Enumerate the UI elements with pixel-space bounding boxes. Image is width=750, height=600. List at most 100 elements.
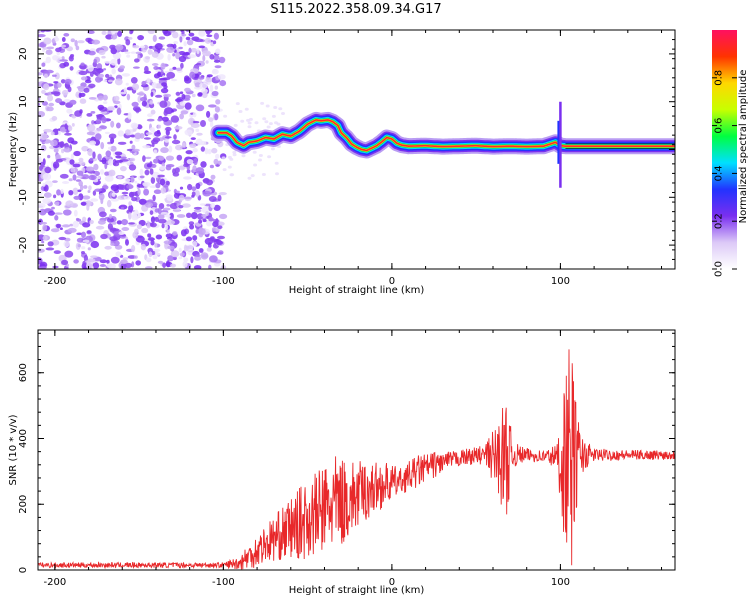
noise-blob — [111, 68, 116, 75]
spectrogram-xlabel: Height of straight line (km) — [289, 285, 425, 296]
noise-blob — [219, 213, 228, 220]
noise-blob — [120, 156, 127, 160]
noise-blob — [40, 30, 45, 33]
noise-blob — [88, 97, 97, 100]
spectrogram-x-tick-label: -100 — [212, 276, 235, 287]
noise-blob — [215, 48, 221, 55]
noise-blob — [177, 165, 186, 170]
noise-blob — [198, 228, 206, 235]
noise-blob — [215, 218, 219, 226]
noise-blob — [202, 219, 207, 223]
noise-blob — [247, 176, 252, 180]
snr-ylabel: SNR (10 * v/v) — [8, 414, 19, 485]
noise-blob — [274, 161, 279, 165]
noise-blob — [205, 77, 213, 83]
noise-blob — [175, 51, 181, 60]
noise-blob — [109, 236, 118, 242]
noise-blob — [139, 168, 144, 176]
noise-blob — [195, 228, 200, 234]
noise-blob — [190, 137, 196, 141]
spectrogram-noise — [38, 30, 285, 269]
noise-blob — [101, 30, 107, 35]
noise-blob — [150, 109, 156, 115]
noise-blob — [153, 73, 161, 79]
noise-blob — [99, 259, 108, 264]
noise-blob — [63, 33, 70, 37]
noise-blob — [179, 252, 185, 257]
noise-blob — [175, 91, 181, 96]
noise-blob — [106, 199, 112, 208]
noise-blob — [159, 178, 166, 186]
noise-blob — [97, 104, 105, 111]
noise-blob — [192, 241, 198, 247]
noise-blob — [125, 239, 129, 246]
noise-blob — [91, 39, 101, 45]
noise-blob — [160, 88, 169, 94]
noise-blob — [50, 228, 60, 233]
noise-blob — [85, 262, 93, 269]
noise-blob — [276, 122, 281, 126]
noise-blob — [95, 118, 101, 125]
noise-blob — [47, 154, 51, 159]
noise-blob — [87, 247, 91, 251]
spectrogram-x-axis: -200 -100 0 100 — [44, 30, 663, 287]
noise-blob — [119, 184, 126, 190]
noise-blob — [217, 250, 224, 255]
noise-blob — [268, 122, 273, 126]
noise-blob — [145, 132, 153, 136]
noise-blob — [149, 127, 155, 133]
noise-blob — [45, 69, 54, 74]
noise-blob — [132, 45, 140, 49]
noise-blob — [38, 96, 41, 102]
noise-blob — [198, 76, 205, 80]
noise-blob — [64, 250, 74, 258]
noise-blob — [89, 157, 94, 162]
noise-blob — [164, 136, 172, 139]
noise-blob — [72, 163, 81, 168]
noise-blob — [172, 53, 176, 57]
noise-blob — [42, 182, 46, 187]
noise-blob — [229, 173, 234, 177]
noise-blob — [172, 231, 178, 236]
noise-blob — [195, 104, 205, 112]
noise-blob — [38, 72, 43, 76]
noise-blob — [182, 260, 188, 268]
noise-blob — [215, 153, 220, 159]
noise-blob — [175, 67, 183, 72]
noise-blob — [170, 115, 180, 123]
noise-blob — [138, 198, 147, 205]
noise-blob — [184, 77, 192, 84]
noise-blob — [126, 161, 131, 166]
noise-blob — [97, 153, 102, 161]
noise-blob — [42, 47, 48, 50]
noise-blob — [61, 56, 65, 60]
noise-blob — [70, 140, 78, 145]
noise-blob — [213, 59, 221, 63]
noise-blob — [211, 68, 219, 75]
noise-blob — [70, 167, 76, 173]
noise-blob — [209, 54, 215, 60]
noise-blob — [110, 30, 116, 33]
noise-blob — [216, 240, 223, 245]
noise-blob — [129, 157, 136, 162]
noise-blob — [78, 157, 84, 162]
noise-blob — [128, 222, 135, 225]
noise-blob — [70, 153, 74, 160]
noise-blob — [153, 66, 159, 70]
noise-blob — [157, 207, 162, 215]
noise-blob — [55, 158, 63, 163]
noise-blob — [204, 147, 209, 155]
snr-y-tick-label: 200 — [18, 495, 29, 514]
noise-blob — [137, 35, 145, 41]
noise-blob — [95, 225, 105, 230]
noise-blob — [83, 185, 88, 189]
noise-blob — [101, 116, 107, 124]
noise-blob — [41, 62, 46, 67]
noise-blob — [42, 198, 52, 204]
noise-blob — [98, 192, 105, 201]
noise-blob — [78, 180, 83, 187]
noise-blob — [162, 262, 167, 269]
noise-blob — [42, 101, 48, 106]
noise-blob — [38, 102, 41, 106]
noise-blob — [206, 179, 213, 186]
